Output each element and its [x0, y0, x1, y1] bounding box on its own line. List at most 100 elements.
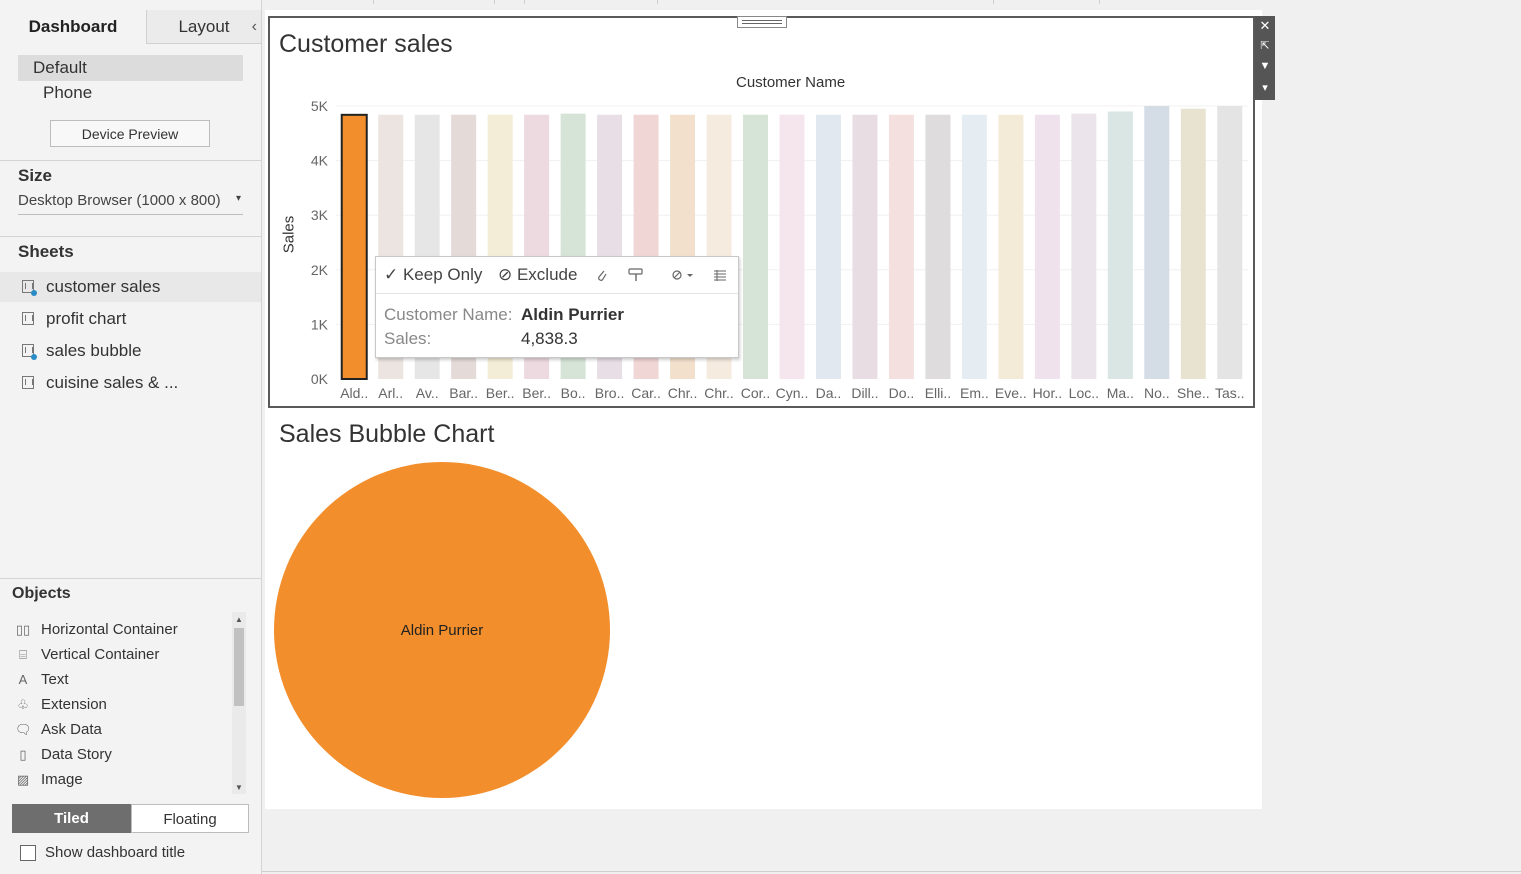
object-item-label: Extension [41, 696, 107, 713]
x-tick-label[interactable]: Cor.. [741, 385, 771, 401]
object-item[interactable]: ▯ Data Story [15, 743, 230, 767]
sheet-item-label: cuisine sales & ... [46, 373, 179, 392]
scroll-thumb[interactable] [234, 628, 244, 706]
x-tick-label[interactable]: Dill.. [851, 385, 878, 401]
x-tick-label[interactable]: Elli.. [925, 385, 951, 401]
highlight-icon[interactable] [628, 268, 644, 282]
x-tick-label[interactable]: Hor.. [1033, 385, 1063, 401]
top-strip [262, 0, 1521, 10]
dashboard-pane: Dashboard Layout ‹ Default Phone Device P… [0, 0, 262, 874]
objects-scrollbar[interactable]: ▲ ▼ [232, 612, 246, 794]
drag-grip-icon[interactable] [737, 16, 787, 28]
worksheet-icon [22, 344, 37, 360]
x-tick-label[interactable]: Arl.. [378, 385, 403, 401]
object-item[interactable]: ♧ Extension [15, 693, 230, 717]
object-item[interactable]: ▯▯ Horizontal Container [15, 618, 230, 642]
customer-sales-chart: 0K 1K 2K 3K 4K 5K Ald.. Arl.. Av.. Bar.. Ber.. Ber.… [311, 98, 1248, 401]
canvas-background [262, 809, 1521, 874]
tab-dashboard[interactable]: Dashboard [0, 10, 146, 43]
bar[interactable] [998, 114, 1024, 380]
object-item-label: Vertical Container [41, 646, 160, 663]
floating-toggle[interactable]: Floating [131, 804, 249, 833]
device-phone[interactable]: Phone [43, 83, 93, 102]
bar[interactable] [1144, 106, 1170, 379]
bar[interactable] [1034, 114, 1060, 380]
x-tick-label[interactable]: No.. [1144, 385, 1170, 401]
bar[interactable] [1217, 106, 1243, 379]
bar[interactable] [961, 114, 987, 380]
x-tick-label[interactable]: Chr.. [668, 385, 698, 401]
x-tick-label[interactable]: Do.. [889, 385, 915, 401]
bar[interactable] [852, 114, 878, 380]
bubble-label: Aldin Purrier [400, 622, 484, 639]
divider [0, 578, 261, 579]
worksheet-icon [22, 312, 34, 325]
filter-icon[interactable]: ▼ [1259, 60, 1271, 72]
x-tick-label[interactable]: Em.. [960, 385, 989, 401]
object-item-label: Horizontal Container [41, 621, 178, 638]
scroll-up-icon[interactable]: ▲ [235, 615, 243, 624]
x-tick-label[interactable]: Bro.. [595, 385, 625, 401]
bar[interactable] [1107, 111, 1133, 380]
exclude-button[interactable]: ⊘ Exclude [498, 265, 578, 284]
text-icon: A [18, 672, 28, 687]
x-tick-label[interactable]: Chr.. [704, 385, 734, 401]
object-item-label: Text [41, 671, 69, 688]
show-title-checkbox[interactable] [20, 845, 36, 861]
x-tick-label[interactable]: Ma.. [1107, 385, 1134, 401]
device-default[interactable]: Default [18, 55, 243, 81]
popout-icon[interactable]: ⇱ [1260, 40, 1270, 52]
keep-only-button[interactable]: ✓ Keep Only [384, 265, 483, 284]
tooltip-value-sales: 4,838.3 [521, 329, 578, 348]
y-tick-label: 0K [311, 371, 329, 387]
x-tick-label[interactable]: Bo.. [561, 385, 586, 401]
object-item[interactable]: ▨ Image [15, 768, 230, 792]
x-tick-label[interactable]: Av.. [416, 385, 439, 401]
bar[interactable] [815, 114, 841, 380]
bar[interactable] [1071, 113, 1097, 380]
bar[interactable] [340, 113, 368, 380]
bar[interactable] [743, 114, 769, 380]
image-icon: ▨ [16, 772, 30, 787]
x-tick-label[interactable]: Da.. [816, 385, 842, 401]
object-item-label: Image [41, 771, 83, 788]
sheet-item[interactable]: cuisine sales & ... [0, 368, 261, 398]
x-tick-label[interactable]: Ald.. [340, 385, 368, 401]
sheet-item[interactable]: profit chart [0, 304, 261, 334]
bar[interactable] [1180, 108, 1206, 380]
tooltip-key-customer: Customer Name: [384, 305, 513, 324]
close-icon[interactable]: ✕ [1259, 18, 1271, 33]
device-preview-button[interactable]: Device Preview [50, 120, 210, 147]
x-tick-label[interactable]: She.. [1177, 385, 1210, 401]
vertical-container-icon: ⌸ [19, 647, 27, 662]
sales-bubble[interactable]: Aldin Purrier [274, 462, 610, 798]
x-tick-label[interactable]: Ber.. [486, 385, 515, 401]
x-tick-label[interactable]: Eve.. [995, 385, 1027, 401]
sheet-item[interactable]: sales bubble [0, 336, 261, 366]
size-dropdown[interactable]: Desktop Browser (1000 x 800) ▾ [18, 192, 243, 215]
object-item[interactable]: 🗨 Ask Data [15, 718, 230, 742]
tab-layout[interactable]: Layout ‹ [146, 10, 261, 44]
object-item[interactable]: A Text [15, 668, 230, 692]
x-tick-label[interactable]: Tas.. [1215, 385, 1245, 401]
tiled-toggle[interactable]: Tiled [12, 804, 131, 833]
x-tick-label[interactable]: Bar.. [449, 385, 478, 401]
x-tick-label[interactable]: Ber.. [522, 385, 551, 401]
show-title-label: Show dashboard title [45, 844, 186, 861]
object-item[interactable]: ⌸ Vertical Container [15, 643, 230, 667]
sheet-item[interactable]: customer sales [0, 272, 261, 302]
x-tick-label[interactable]: Cyn.. [776, 385, 809, 401]
x-tick-label[interactable]: Car.. [631, 385, 661, 401]
more-options-icon[interactable]: ▾ [1262, 82, 1268, 94]
scroll-down-icon[interactable]: ▼ [235, 783, 243, 792]
bar[interactable] [888, 114, 914, 380]
view-data-icon[interactable] [713, 269, 727, 281]
collapse-pane-icon[interactable]: ‹ [251, 18, 257, 35]
attach-icon[interactable] [596, 268, 608, 282]
group-icon[interactable] [671, 268, 697, 282]
in-use-dot-icon [31, 290, 37, 296]
bar[interactable] [925, 114, 951, 380]
x-tick-label[interactable]: Loc.. [1069, 385, 1099, 401]
bar[interactable] [779, 114, 805, 380]
y-tick-label: 4K [311, 153, 329, 169]
